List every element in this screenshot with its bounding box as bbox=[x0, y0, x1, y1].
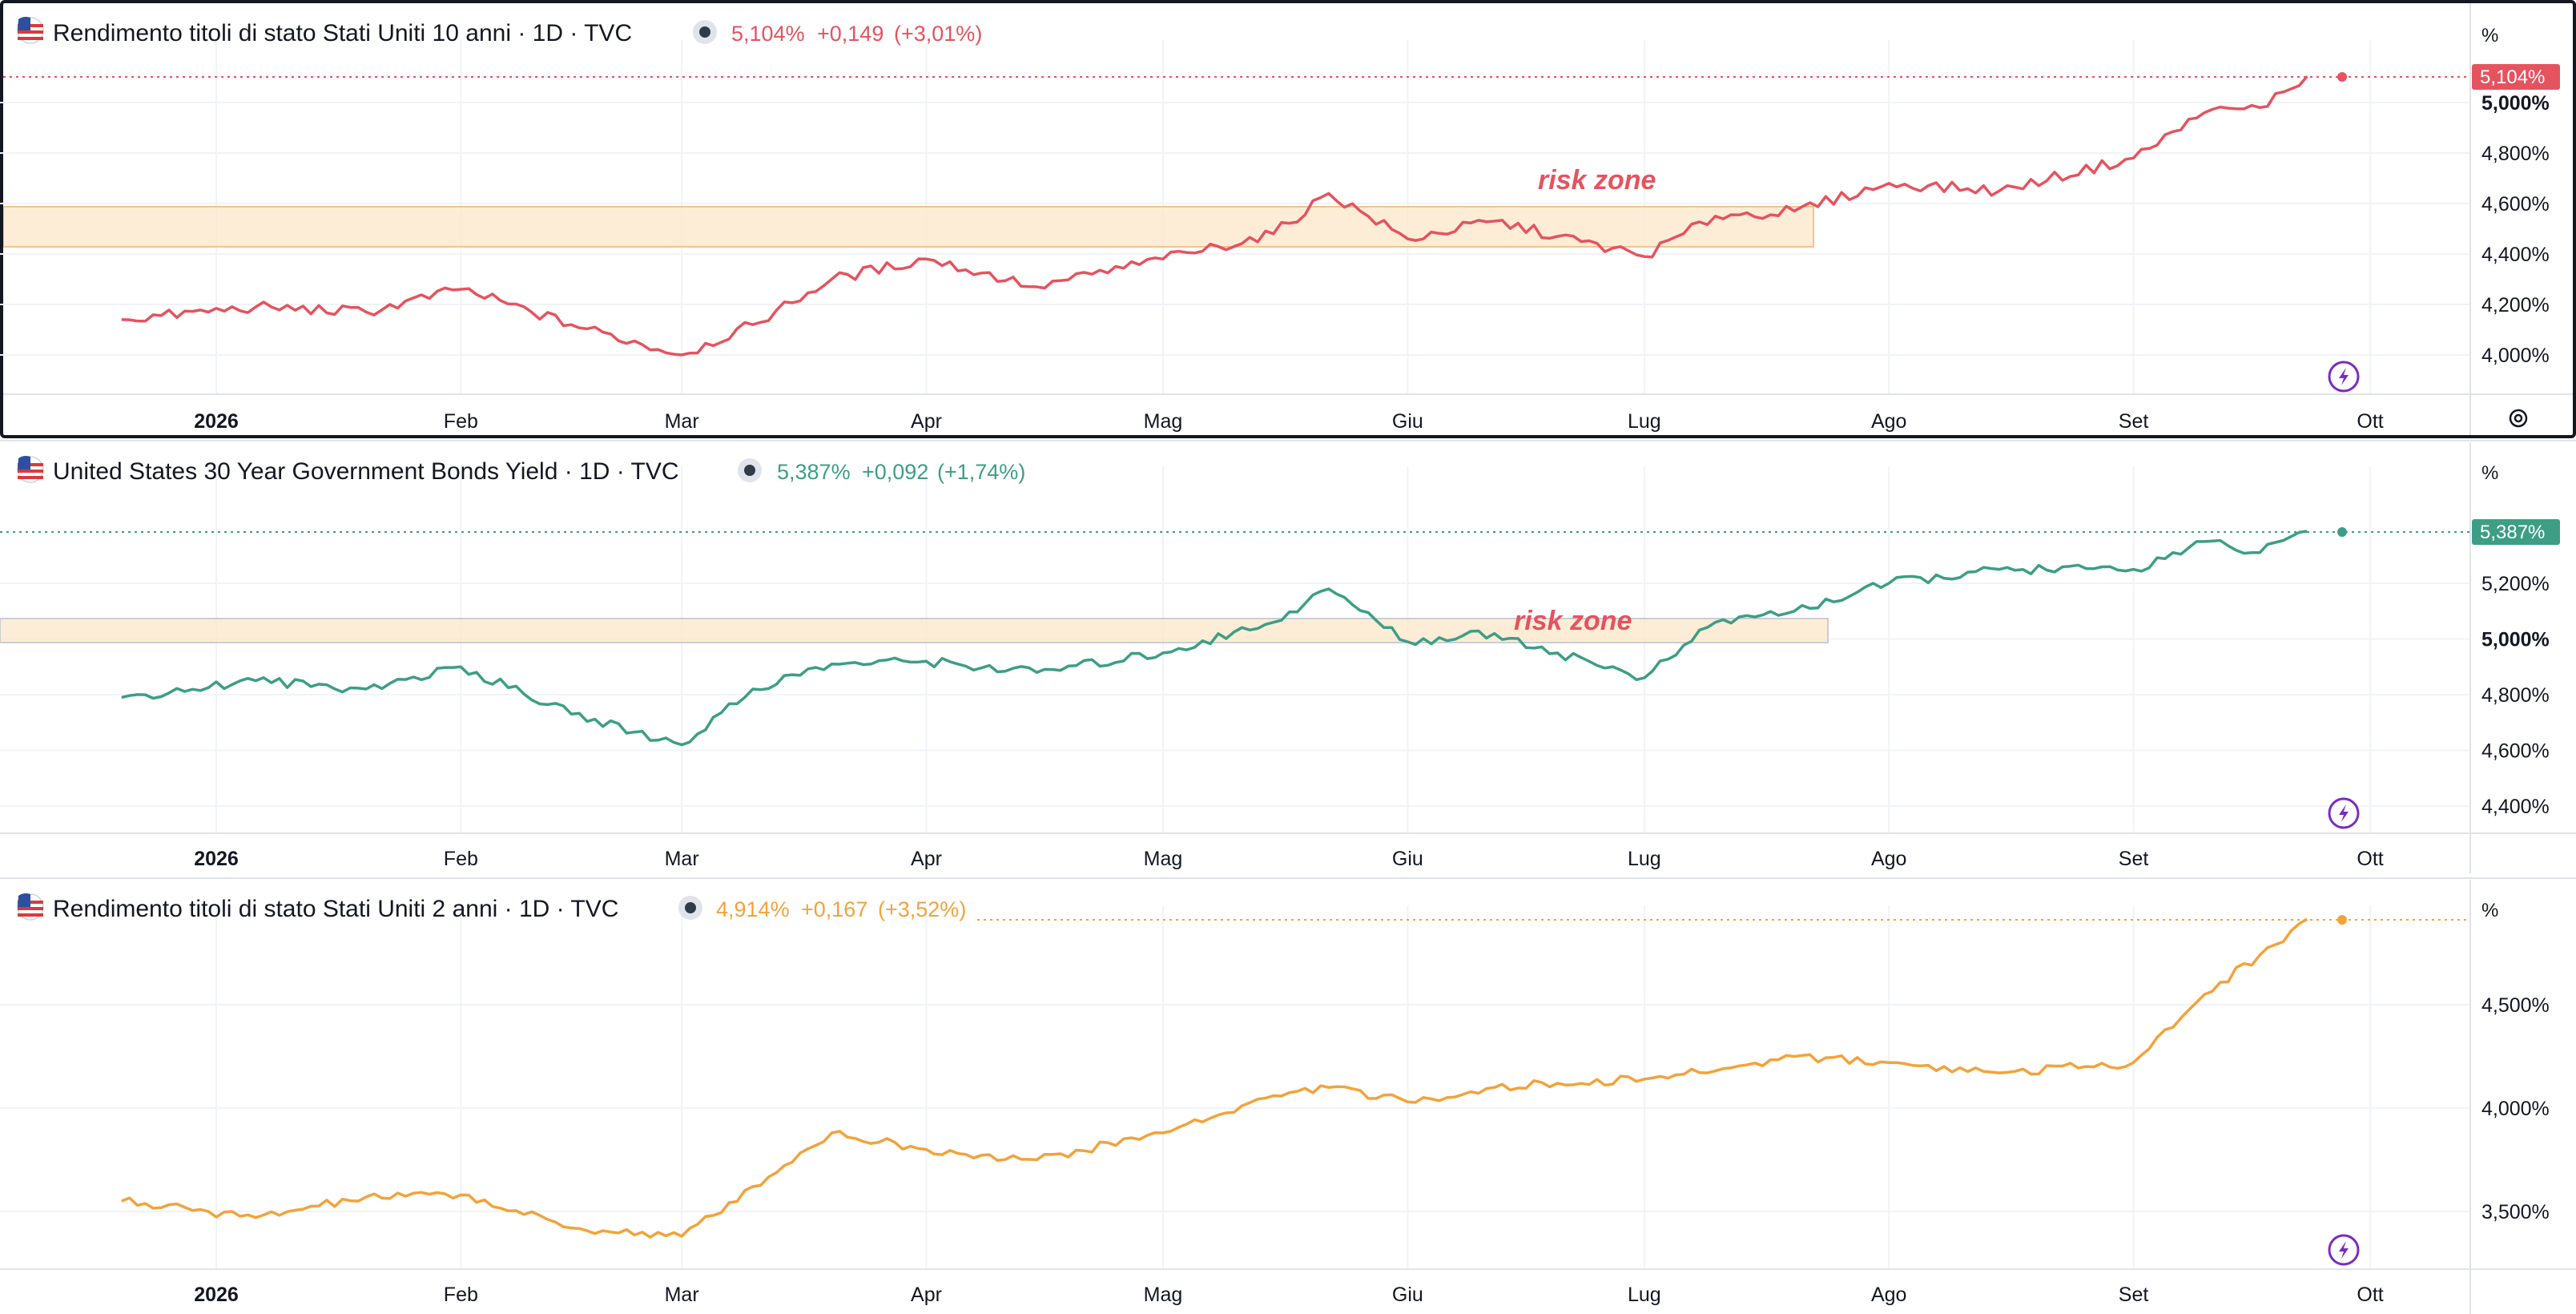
price-axis-tick: 5,000% bbox=[2481, 92, 2550, 115]
risk-zone-label: risk zone bbox=[1514, 606, 1632, 636]
legend-2y[interactable]: Rendimento titoli di stato Stati Uniti 2… bbox=[17, 893, 966, 922]
price-axis-tick: 4,000% bbox=[2481, 1098, 2550, 1120]
time-axis-tick: Ago bbox=[1871, 410, 1906, 433]
time-axis-tick: Feb bbox=[444, 848, 478, 870]
price-axis-tick: 3,500% bbox=[2481, 1201, 2550, 1223]
price-axis-tick: 4,800% bbox=[2481, 143, 2550, 165]
panel-10y[interactable]: risk zone Rendimento titoli di stato Sta… bbox=[0, 0, 2576, 438]
time-axis-tick: Ott bbox=[2357, 1284, 2383, 1306]
legend-10y-change: +0,149 bbox=[817, 22, 883, 46]
panel-10y-grid bbox=[0, 40, 2470, 394]
time-axis-tick: Feb bbox=[444, 410, 478, 433]
time-axis-tick: 2026 bbox=[194, 848, 239, 870]
last-price-dot bbox=[2337, 915, 2347, 925]
lightning-icon[interactable] bbox=[2328, 1234, 2360, 1266]
legend-30y[interactable]: United States 30 Year Government Bonds Y… bbox=[17, 455, 1025, 485]
time-axis-tick: Giu bbox=[1392, 410, 1423, 433]
price-axis-tick: 4,600% bbox=[2481, 193, 2550, 216]
legend-30y-change-pct: (+1,74%) bbox=[937, 460, 1025, 484]
market-status-icon bbox=[678, 896, 702, 920]
legend-10y-last: 5,104% bbox=[731, 22, 805, 46]
panel-2y[interactable]: Rendimento titoli di stato Stati Uniti 2… bbox=[0, 877, 2576, 1314]
time-axis-tick: Mar bbox=[665, 410, 699, 433]
time-axis-tick: Lug bbox=[1628, 848, 1661, 870]
series-line-30y bbox=[121, 530, 2308, 747]
price-tag-10y bbox=[2472, 64, 2560, 90]
us-flag-icon bbox=[17, 893, 44, 921]
panel-2y-grid bbox=[0, 905, 2470, 1269]
lightning-icon[interactable] bbox=[2328, 797, 2360, 829]
price-axis-ticks-2y: 4,500% 4,000% 3,500% bbox=[2481, 994, 2550, 1223]
us-flag-icon bbox=[17, 16, 44, 44]
price-axis-tick: 4,400% bbox=[2481, 796, 2550, 818]
last-price-dot bbox=[2337, 527, 2347, 537]
price-axis-unit[interactable]: % bbox=[2481, 462, 2498, 484]
legend-10y-title[interactable]: Rendimento titoli di stato Stati Uniti 1… bbox=[53, 20, 632, 46]
price-axis-ticks-30y: 5,200% 5,000% 4,800% 4,600% 4,400% bbox=[2481, 573, 2550, 818]
time-axis-tick: Mag bbox=[1144, 410, 1183, 433]
time-axis-tick: Ago bbox=[1871, 1284, 1906, 1306]
price-axis-tick: 4,600% bbox=[2481, 740, 2550, 763]
price-axis-tick: 4,400% bbox=[2481, 244, 2550, 266]
legend-10y-change-pct: (+3,01%) bbox=[894, 22, 982, 46]
price-axis-tick: 5,000% bbox=[2481, 629, 2550, 651]
time-axis-tick: 2026 bbox=[194, 410, 239, 433]
series-line-10y bbox=[121, 75, 2308, 357]
time-axis-tick: Feb bbox=[444, 1284, 478, 1306]
time-axis-tick: Apr bbox=[911, 1284, 942, 1306]
price-axis-tick: 4,000% bbox=[2481, 345, 2550, 367]
price-axis-unit[interactable]: % bbox=[2481, 900, 2498, 921]
price-axis-ticks-10y: 5,000% 4,800% 4,600% 4,400% 4,200% 4,000% bbox=[2481, 92, 2550, 367]
price-axis-tick: 4,800% bbox=[2481, 684, 2550, 707]
risk-zone-box[interactable] bbox=[3, 206, 1814, 248]
time-axis-tick: Ago bbox=[1871, 848, 1906, 870]
time-axis-tick: Mar bbox=[665, 848, 699, 870]
time-axis-tick: Ott bbox=[2357, 848, 2383, 870]
price-tag-10y-text: 5,104% bbox=[2480, 67, 2545, 88]
legend-2y-change-pct: (+3,52%) bbox=[878, 897, 966, 921]
time-axis-tick: Set bbox=[2119, 1284, 2149, 1306]
time-axis-tick: Apr bbox=[911, 410, 942, 433]
risk-zone-box[interactable] bbox=[0, 618, 1829, 643]
time-axis-tick: Mag bbox=[1144, 848, 1183, 870]
price-axis-tick: 5,200% bbox=[2481, 573, 2550, 595]
legend-10y[interactable]: Rendimento titoli di stato Stati Uniti 1… bbox=[17, 16, 982, 46]
time-axis-tick: Lug bbox=[1628, 410, 1661, 433]
risk-zone-label: risk zone bbox=[1538, 165, 1656, 195]
us-flag-icon bbox=[17, 455, 44, 483]
panel-30y[interactable]: risk zone United States 30 Year Governme… bbox=[0, 440, 2576, 873]
price-tag-30y bbox=[2472, 519, 2560, 545]
time-axis-10y[interactable]: 2026 Feb Mar Apr Mag Giu Lug Ago Set Ott bbox=[194, 410, 2384, 433]
series-line-2y bbox=[121, 917, 2308, 1239]
legend-30y-last: 5,387% bbox=[777, 460, 851, 484]
market-status-icon bbox=[693, 20, 717, 44]
time-axis-tick: Set bbox=[2119, 848, 2149, 870]
time-axis-tick: Giu bbox=[1392, 1284, 1423, 1306]
market-status-icon bbox=[738, 458, 762, 482]
legend-30y-title[interactable]: United States 30 Year Government Bonds Y… bbox=[53, 458, 679, 485]
time-axis-tick: Apr bbox=[911, 848, 942, 870]
price-tag-30y-text: 5,387% bbox=[2480, 522, 2545, 543]
price-axis-tick: 4,500% bbox=[2481, 994, 2550, 1017]
time-axis-tick: Mar bbox=[665, 1284, 699, 1306]
lightning-icon[interactable] bbox=[2328, 361, 2360, 393]
time-axis-tick: 2026 bbox=[194, 1284, 239, 1306]
price-axis-tick: 4,200% bbox=[2481, 294, 2550, 316]
time-axis-tick: Lug bbox=[1628, 1284, 1661, 1306]
legend-2y-last: 4,914% bbox=[716, 897, 790, 921]
time-axis-30y[interactable]: 2026 Feb Mar Apr Mag Giu Lug Ago Set Ott bbox=[194, 848, 2384, 870]
panel-30y-grid bbox=[0, 466, 2470, 833]
legend-2y-change: +0,167 bbox=[801, 897, 867, 921]
settings-gear-icon[interactable] bbox=[2509, 409, 2528, 428]
time-axis-tick: Ott bbox=[2357, 410, 2383, 433]
legend-30y-change: +0,092 bbox=[862, 460, 928, 484]
time-axis-2y[interactable]: 2026 Feb Mar Apr Mag Giu Lug Ago Set Ott bbox=[194, 1284, 2384, 1306]
legend-2y-title[interactable]: Rendimento titoli di stato Stati Uniti 2… bbox=[53, 896, 618, 922]
last-price-dot bbox=[2337, 72, 2347, 82]
price-axis-unit[interactable]: % bbox=[2481, 25, 2498, 46]
time-axis-tick: Giu bbox=[1392, 848, 1423, 870]
time-axis-tick: Mag bbox=[1144, 1284, 1183, 1306]
time-axis-tick: Set bbox=[2119, 410, 2149, 433]
